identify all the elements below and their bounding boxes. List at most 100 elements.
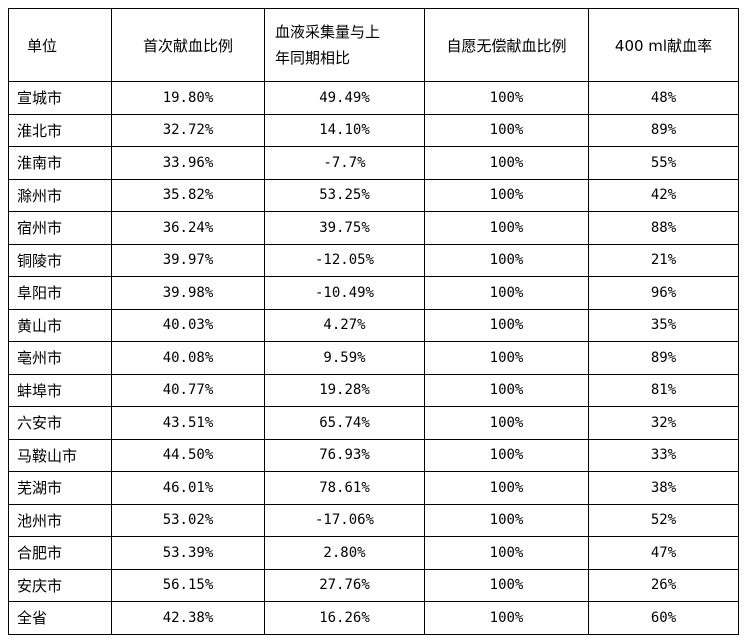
table-body: 单位 首次献血比例 血液采集量与上 年同期相比 自愿无偿献血比例 400 ml献… (8, 8, 739, 635)
cell-first-time: 36.24% (111, 211, 265, 245)
cell-first-time: 44.50% (111, 438, 265, 472)
cell-rate-400ml: 35% (588, 308, 739, 342)
cell-unit: 蚌埠市 (8, 373, 112, 407)
cell-collection-change: 78.61% (264, 471, 425, 505)
table-row: 马鞍山市 44.50% 76.93% 100% 33% (8, 438, 739, 472)
cell-collection-change: 9.59% (264, 341, 425, 375)
table-row: 淮南市 33.96% -7.7% 100% 55% (8, 146, 739, 180)
cell-unit: 宿州市 (8, 211, 112, 245)
cell-unit: 六安市 (8, 406, 112, 440)
cell-collection-change: 76.93% (264, 438, 425, 472)
table-row: 阜阳市 39.98% -10.49% 100% 96% (8, 276, 739, 310)
cell-rate-400ml: 55% (588, 146, 739, 180)
cell-voluntary: 100% (424, 373, 589, 407)
cell-rate-400ml: 47% (588, 536, 739, 570)
cell-first-time: 39.98% (111, 276, 265, 310)
cell-unit: 淮北市 (8, 113, 112, 147)
table-row: 宣城市 19.80% 49.49% 100% 48% (8, 81, 739, 115)
cell-first-time: 56.15% (111, 568, 265, 602)
header-first-time: 首次献血比例 (111, 8, 265, 82)
cell-voluntary: 100% (424, 601, 589, 635)
cell-first-time: 43.51% (111, 406, 265, 440)
cell-rate-400ml: 89% (588, 341, 739, 375)
cell-unit: 黄山市 (8, 308, 112, 342)
cell-voluntary: 100% (424, 178, 589, 212)
cell-first-time: 33.96% (111, 146, 265, 180)
cell-collection-change: -7.7% (264, 146, 425, 180)
cell-rate-400ml: 96% (588, 276, 739, 310)
cell-rate-400ml: 89% (588, 113, 739, 147)
cell-first-time: 40.77% (111, 373, 265, 407)
cell-rate-400ml: 32% (588, 406, 739, 440)
cell-collection-change: 39.75% (264, 211, 425, 245)
cell-rate-400ml: 21% (588, 243, 739, 277)
table-row: 亳州市 40.08% 9.59% 100% 89% (8, 341, 739, 375)
cell-collection-change: -17.06% (264, 503, 425, 537)
blood-donation-table: 单位 首次献血比例 血液采集量与上 年同期相比 自愿无偿献血比例 400 ml献… (8, 8, 739, 635)
cell-collection-change: 65.74% (264, 406, 425, 440)
cell-voluntary: 100% (424, 503, 589, 537)
cell-collection-change: 49.49% (264, 81, 425, 115)
cell-voluntary: 100% (424, 438, 589, 472)
cell-collection-change: 2.80% (264, 536, 425, 570)
cell-unit: 合肥市 (8, 536, 112, 570)
cell-first-time: 40.03% (111, 308, 265, 342)
cell-collection-change: 19.28% (264, 373, 425, 407)
cell-voluntary: 100% (424, 536, 589, 570)
cell-first-time: 32.72% (111, 113, 265, 147)
header-rate-400ml: 400 ml献血率 (588, 8, 739, 82)
cell-collection-change: 27.76% (264, 568, 425, 602)
cell-first-time: 53.02% (111, 503, 265, 537)
cell-voluntary: 100% (424, 276, 589, 310)
cell-collection-change: -12.05% (264, 243, 425, 277)
cell-unit: 池州市 (8, 503, 112, 537)
cell-collection-change: -10.49% (264, 276, 425, 310)
cell-collection-change: 14.10% (264, 113, 425, 147)
header-voluntary: 自愿无偿献血比例 (424, 8, 589, 82)
cell-unit: 阜阳市 (8, 276, 112, 310)
cell-unit: 宣城市 (8, 81, 112, 115)
table-row: 全省 42.38% 16.26% 100% 60% (8, 601, 739, 635)
cell-voluntary: 100% (424, 406, 589, 440)
table-row: 蚌埠市 40.77% 19.28% 100% 81% (8, 373, 739, 407)
cell-rate-400ml: 42% (588, 178, 739, 212)
cell-first-time: 35.82% (111, 178, 265, 212)
header-collection-line1: 血液采集量与上 (275, 23, 381, 41)
cell-collection-change: 53.25% (264, 178, 425, 212)
cell-voluntary: 100% (424, 113, 589, 147)
cell-unit: 安庆市 (8, 568, 112, 602)
table-row: 池州市 53.02% -17.06% 100% 52% (8, 503, 739, 537)
cell-unit: 芜湖市 (8, 471, 112, 505)
cell-rate-400ml: 38% (588, 471, 739, 505)
table-row: 黄山市 40.03% 4.27% 100% 35% (8, 308, 739, 342)
table-row: 芜湖市 46.01% 78.61% 100% 38% (8, 471, 739, 505)
cell-voluntary: 100% (424, 146, 589, 180)
cell-rate-400ml: 81% (588, 373, 739, 407)
table-row: 六安市 43.51% 65.74% 100% 32% (8, 406, 739, 440)
cell-voluntary: 100% (424, 211, 589, 245)
cell-first-time: 40.08% (111, 341, 265, 375)
cell-unit: 全省 (8, 601, 112, 635)
header-unit: 单位 (8, 8, 112, 82)
cell-rate-400ml: 88% (588, 211, 739, 245)
cell-first-time: 46.01% (111, 471, 265, 505)
cell-unit: 淮南市 (8, 146, 112, 180)
header-row: 单位 首次献血比例 血液采集量与上 年同期相比 自愿无偿献血比例 400 ml献… (8, 8, 739, 82)
cell-first-time: 42.38% (111, 601, 265, 635)
cell-collection-change: 4.27% (264, 308, 425, 342)
cell-unit: 亳州市 (8, 341, 112, 375)
cell-collection-change: 16.26% (264, 601, 425, 635)
cell-voluntary: 100% (424, 81, 589, 115)
cell-rate-400ml: 26% (588, 568, 739, 602)
table-row: 合肥市 53.39% 2.80% 100% 47% (8, 536, 739, 570)
cell-unit: 马鞍山市 (8, 438, 112, 472)
cell-voluntary: 100% (424, 308, 589, 342)
cell-first-time: 39.97% (111, 243, 265, 277)
cell-rate-400ml: 48% (588, 81, 739, 115)
header-collection-change: 血液采集量与上 年同期相比 (264, 8, 425, 82)
cell-voluntary: 100% (424, 341, 589, 375)
cell-voluntary: 100% (424, 243, 589, 277)
table-row: 宿州市 36.24% 39.75% 100% 88% (8, 211, 739, 245)
table-row: 滁州市 35.82% 53.25% 100% 42% (8, 178, 739, 212)
cell-voluntary: 100% (424, 471, 589, 505)
